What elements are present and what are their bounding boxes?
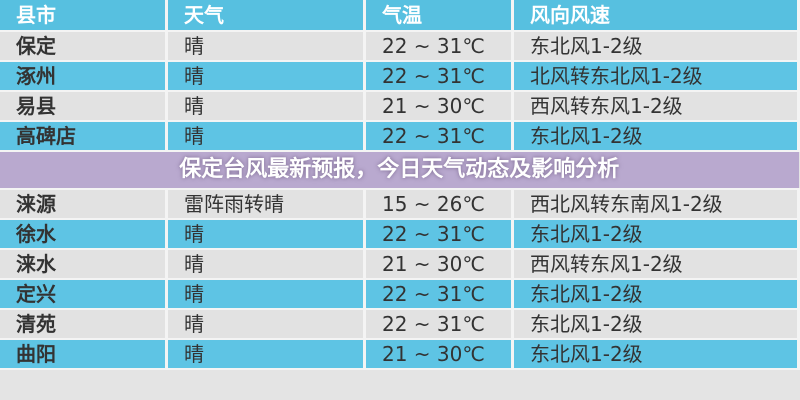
table-row: 易县晴 21 ~ 30℃ 西风转东风1-2级 xyxy=(0,91,800,122)
county-cell: 清苑 xyxy=(0,309,168,340)
header-county: 县市 xyxy=(0,0,168,32)
weather-cell: 晴 xyxy=(166,91,366,122)
county-cell: 徐水 xyxy=(0,219,168,250)
weather-cell: 晴 xyxy=(166,339,366,370)
county-cell: 定兴 xyxy=(0,279,168,310)
wind-cell: 北风转东北风1-2级 xyxy=(512,61,800,92)
weather-cell: 晴 xyxy=(166,31,366,62)
wind-cell: 东北风1-2级 xyxy=(512,279,800,310)
temperature-cell: 22 ~ 31℃ xyxy=(364,279,514,310)
table-row: 保定晴 22 ~ 31℃ 东北风1-2级 xyxy=(0,31,800,62)
weather-cell: 晴 xyxy=(166,249,366,280)
weather-cell: 晴 xyxy=(166,121,366,152)
temperature-cell: 22 ~ 31℃ xyxy=(364,61,514,92)
table-row: 清苑晴 22 ~ 31℃ 东北风1-2级 xyxy=(0,309,800,340)
table-row: 徐水晴 22 ~ 31℃ 东北风1-2级 xyxy=(0,219,800,250)
county-cell: 涞源 xyxy=(0,189,168,220)
wind-cell: 西风转东风1-2级 xyxy=(512,249,800,280)
header-weather: 天气 xyxy=(166,0,366,32)
county-cell: 涞水 xyxy=(0,249,168,280)
temperature-cell: 22 ~ 31℃ xyxy=(364,219,514,250)
header-wind: 风向风速 xyxy=(512,0,800,32)
table-header: 县市 天气 气温 风向风速 xyxy=(0,0,800,32)
weather-cell: 晴 xyxy=(166,219,366,250)
weather-cell: 晴 xyxy=(166,61,366,92)
overlay-title: 保定台风最新预报，今日天气动态及影响分析 xyxy=(0,151,799,190)
wind-cell: 西风转东风1-2级 xyxy=(512,91,800,122)
temperature-cell: 21 ~ 30℃ xyxy=(364,339,514,370)
temperature-cell: 22 ~ 31℃ xyxy=(364,121,514,152)
county-cell: 易县 xyxy=(0,91,168,122)
title-overlay-band: 保定台风最新预报，今日天气动态及影响分析 xyxy=(0,151,799,190)
wind-cell: 东北风1-2级 xyxy=(512,309,800,340)
temperature-cell: 21 ~ 30℃ xyxy=(364,91,514,122)
wind-cell: 东北风1-2级 xyxy=(512,219,800,250)
table-row: 高碑店晴 22 ~ 31℃ 东北风1-2级 xyxy=(0,121,800,152)
temperature-cell: 21 ~ 30℃ xyxy=(364,249,514,280)
county-cell: 保定 xyxy=(0,31,168,62)
table-row: 定兴晴 22 ~ 31℃ 东北风1-2级 xyxy=(0,279,800,310)
weather-cell: 雷阵雨转晴 xyxy=(166,189,366,220)
weather-table: 县市 天气 气温 风向风速 保定晴 22 ~ 31℃ 东北风1-2级 涿州晴 22 ~ … xyxy=(0,0,800,370)
weather-cell: 晴 xyxy=(166,279,366,310)
wind-cell: 东北风1-2级 xyxy=(512,121,800,152)
temperature-cell: 22 ~ 31℃ xyxy=(364,309,514,340)
wind-cell: 东北风1-2级 xyxy=(512,31,800,62)
table-row: 涞水晴 21 ~ 30℃ 西风转东风1-2级 xyxy=(0,249,800,280)
wind-cell: 东北风1-2级 xyxy=(512,339,800,370)
header-temperature: 气温 xyxy=(364,0,514,32)
county-cell: 涿州 xyxy=(0,61,168,92)
county-cell: 曲阳 xyxy=(0,339,168,370)
temperature-cell: 22 ~ 31℃ xyxy=(364,31,514,62)
table-row: 曲阳晴 21 ~ 30℃ 东北风1-2级 xyxy=(0,339,800,370)
temperature-cell: 15 ~ 26℃ xyxy=(364,189,514,220)
table-row: 涞源 雷阵雨转晴 15 ~ 26℃ 西北风转东南风1-2级 xyxy=(0,189,800,220)
wind-cell: 西北风转东南风1-2级 xyxy=(512,189,800,220)
weather-cell: 晴 xyxy=(166,309,366,340)
table-row: 涿州晴 22 ~ 31℃ 北风转东北风1-2级 xyxy=(0,61,800,92)
county-cell: 高碑店 xyxy=(0,121,168,152)
